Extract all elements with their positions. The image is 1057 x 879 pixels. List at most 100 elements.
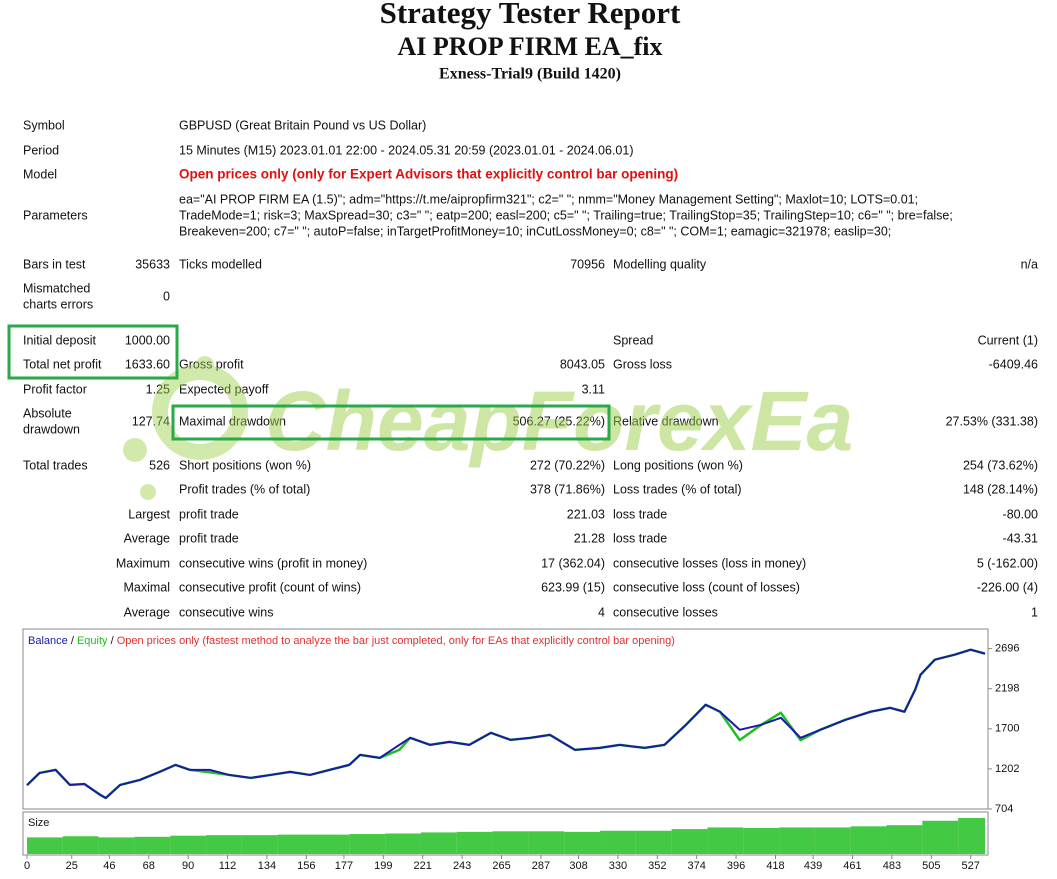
stat-value: -6409.46 [989, 357, 1038, 371]
stat-label: Loss trades (% of total) [613, 482, 742, 496]
stat-value: 254 (73.62%) [963, 458, 1038, 472]
size-bar [850, 826, 887, 854]
stat-value: 127.74 [132, 414, 170, 428]
server: Exness-Trial9 (Build 1420) [439, 66, 621, 83]
x-tick-label: 308 [569, 860, 587, 872]
stat-label: Long positions (won %) [613, 458, 743, 472]
stat-value: Maximal [123, 580, 170, 594]
report-table: Symbol GBPUSD (Great Britain Pound vs US … [23, 118, 1038, 619]
stat-value: 1000.00 [125, 333, 170, 347]
watermark-logo [123, 356, 248, 500]
row-value: 15 Minutes (M15) 2023.01.01 22:00 - 2024… [179, 143, 634, 157]
size-bar [779, 827, 815, 854]
report-subtitle: AI PROP FIRM EA_fix [397, 32, 662, 61]
x-tick-label: 330 [609, 860, 627, 872]
stat-value: 623.99 (15) [541, 580, 605, 594]
stat-label: consecutive loss (count of losses) [613, 580, 800, 594]
size-bar [27, 837, 63, 854]
report-title: Strategy Tester Report [380, 0, 681, 30]
x-tick-label: 461 [843, 860, 861, 872]
x-tick-label: 156 [297, 860, 315, 872]
row-label: Model [23, 167, 57, 181]
stat-label: loss trade [613, 507, 667, 521]
row-label: Period [23, 143, 59, 157]
x-tick-label: 0 [24, 860, 30, 872]
x-tick-label: 483 [883, 860, 901, 872]
stat-label: Spread [613, 333, 653, 347]
stat-label: Absolute [23, 406, 72, 420]
size-bar [886, 825, 923, 854]
stat-value: 506.27 (25.22%) [513, 414, 605, 428]
logo-dot [140, 484, 156, 500]
stat-label: consecutive losses [613, 605, 718, 619]
stat-label: Modelling quality [613, 257, 707, 271]
size-bar [635, 830, 672, 854]
legend-separator: / [71, 635, 75, 647]
size-bar [922, 820, 959, 854]
size-bar [98, 837, 135, 854]
stat-value: 272 (70.22%) [530, 458, 605, 472]
size-bar [277, 834, 314, 854]
stat-value: Average [124, 605, 170, 619]
stat-value: 526 [149, 458, 170, 472]
size-bar [814, 827, 851, 854]
stat-label: Bars in test [23, 257, 86, 271]
stat-value: 3.11 [582, 382, 605, 396]
stat-value: 35633 [135, 257, 170, 271]
logo-dot [123, 438, 147, 462]
stat-value: 17 (362.04) [541, 556, 605, 570]
x-tick-label: 439 [804, 860, 822, 872]
size-bar [170, 835, 207, 854]
size-bar [241, 835, 278, 854]
stat-label: consecutive losses (loss in money) [613, 556, 806, 570]
x-tick-label: 374 [688, 860, 706, 872]
series-line [26, 648, 986, 799]
stat-label: profit trade [179, 531, 239, 545]
x-tick-label: 265 [492, 860, 510, 872]
size-bar [420, 832, 457, 854]
y-tick-label: 1700 [995, 723, 1019, 735]
size-bar [492, 831, 529, 854]
stat-label: Relative drawdown [613, 414, 719, 428]
size-bar [385, 833, 421, 854]
stat-value: 21.28 [574, 531, 605, 545]
highlight-box [7, 324, 179, 380]
size-bar [707, 827, 744, 854]
stat-value: 221.03 [567, 507, 605, 521]
stat-value: 1633.60 [125, 357, 170, 371]
stat-value: 0 [163, 289, 170, 303]
row-value: ea="AI PROP FIRM EA (1.5)"; adm="https:/… [179, 192, 918, 206]
stat-value: n/a [1021, 257, 1038, 271]
stat-label: Gross profit [179, 357, 244, 371]
chart-legend: Balance / Equity / Open prices only (fas… [28, 635, 675, 647]
stat-value: Current (1) [978, 333, 1038, 347]
x-tick-label: 243 [453, 860, 471, 872]
stat-value: 5 (-162.00) [977, 556, 1038, 570]
size-bar [958, 818, 985, 854]
stat-label: Gross loss [613, 357, 672, 371]
stat-label: drawdown [23, 422, 80, 436]
stat-value: Maximum [116, 556, 170, 570]
size-label: Size [28, 817, 49, 829]
stat-label: loss trade [613, 531, 667, 545]
stat-label: Mismatched [23, 281, 90, 295]
stat-label: consecutive wins (profit in money) [179, 556, 367, 570]
x-tick-label: 199 [374, 860, 392, 872]
x-tick-label: 112 [219, 860, 237, 872]
x-tick-label: 68 [143, 860, 155, 872]
size-bar [62, 836, 99, 854]
row-value: TradeMode=1; risk=3; MaxSpread=30; c3=" … [179, 208, 953, 222]
x-tick-label: 25 [66, 860, 78, 872]
logo-dot [196, 356, 214, 374]
stat-label: Profit factor [23, 382, 87, 396]
size-bar [313, 834, 350, 854]
stat-label: Maximal drawdown [179, 414, 286, 428]
stat-label: charts errors [23, 297, 93, 311]
row-value: GBPUSD (Great Britain Pound vs US Dollar… [179, 118, 426, 132]
stat-label: Total net profit [23, 357, 102, 371]
x-tick-label: 221 [414, 860, 432, 872]
stat-value: -43.31 [1003, 531, 1038, 545]
stat-value: 70956 [570, 257, 605, 271]
y-tick-label: 1202 [995, 763, 1019, 775]
